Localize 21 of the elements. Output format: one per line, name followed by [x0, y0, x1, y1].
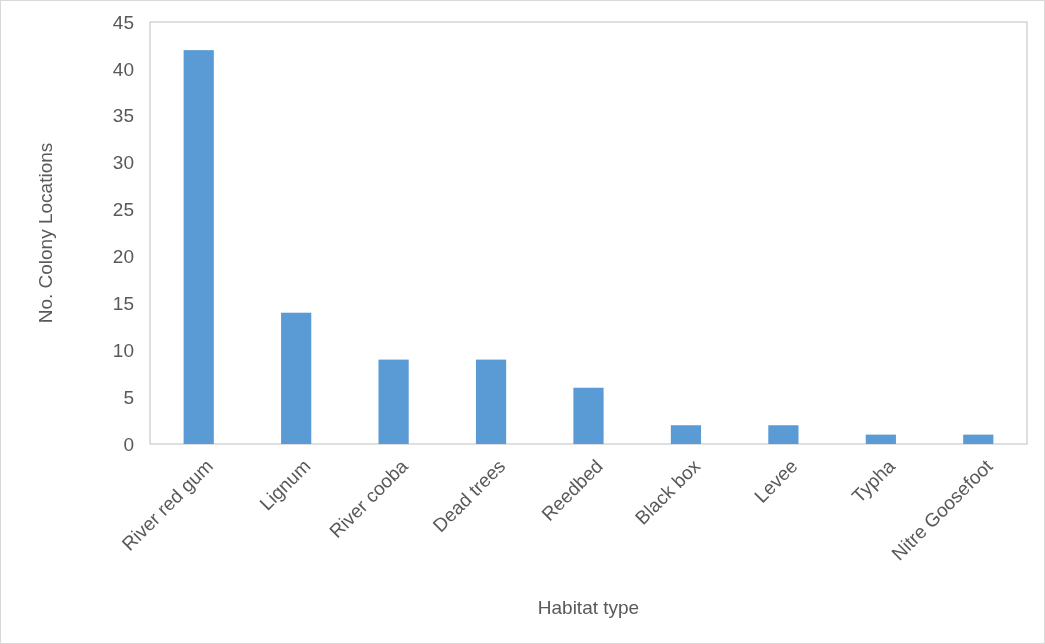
x-axis-title: Habitat type	[537, 597, 640, 618]
y-tick-label: 35	[112, 105, 134, 127]
y-tick-label: 20	[112, 246, 134, 268]
y-tick-label: 10	[112, 339, 134, 361]
y-tick-label: 0	[123, 433, 134, 455]
bar	[183, 50, 214, 444]
y-tick-label: 15	[112, 292, 134, 314]
y-tick-label: 25	[112, 199, 134, 221]
y-axis-title: No. Colony Locations	[35, 142, 56, 324]
bar	[670, 425, 702, 444]
y-tick-label: 40	[112, 58, 134, 80]
y-tick-label: 45	[112, 11, 134, 33]
bar	[865, 434, 896, 444]
bar	[963, 434, 994, 444]
bar	[768, 425, 799, 444]
bar	[378, 359, 409, 444]
bar	[281, 312, 312, 444]
y-tick-label: 5	[123, 386, 134, 408]
y-tick-label: 30	[112, 152, 134, 174]
bar	[475, 359, 507, 444]
bar	[573, 387, 604, 444]
